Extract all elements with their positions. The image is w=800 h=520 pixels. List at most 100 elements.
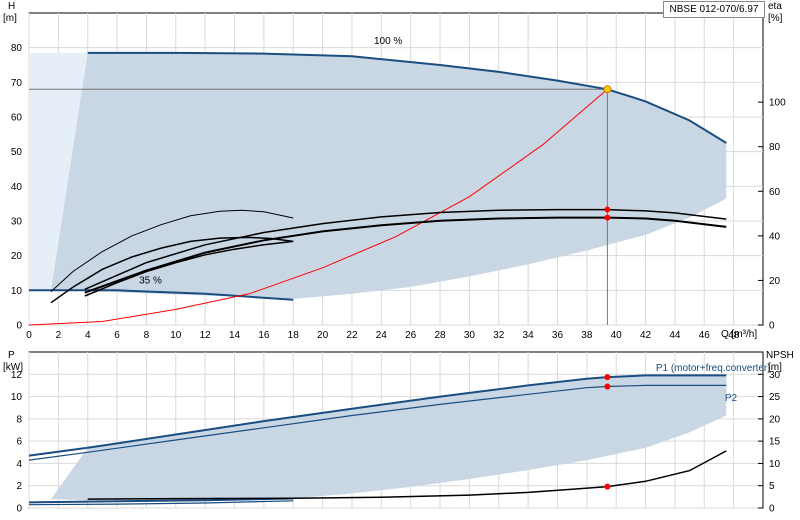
x-tick-label: 22 (346, 330, 358, 341)
top-left-axis-unit: [m] (3, 13, 17, 24)
top-chart-tick-labels: 0 2 4 6 8 10 12 14 16 18 20 22 24 26 28 30 32 34 36 38 40 42 4… (11, 43, 786, 341)
x-tick-label: 16 (258, 330, 270, 341)
series-eta-35-b (50, 236, 294, 304)
left-tick-label: 60 (11, 113, 23, 124)
x-tick-label: 10 (170, 330, 182, 341)
bottom-right-axis-name: NPSH (766, 350, 794, 361)
left-tick-label: 50 (11, 147, 23, 158)
x-tick-label: 30 (464, 330, 476, 341)
right-tick-label: 20 (769, 414, 781, 425)
left-tick-label: 0 (16, 504, 22, 515)
bottom-left-axis-name: P (8, 350, 15, 361)
x-tick-label: 46 (699, 330, 711, 341)
bottom-chart-operating-area (51, 375, 727, 501)
left-tick-label: 20 (11, 251, 23, 262)
series-label: P2 (725, 393, 738, 404)
right-tick-label: 25 (769, 392, 781, 403)
series-p-min-low2 (28, 500, 294, 506)
x-tick-label: 24 (376, 330, 388, 341)
x-tick-label: 0 (26, 330, 32, 341)
right-tick-label: 80 (769, 142, 781, 153)
x-tick-label: 20 (317, 330, 329, 341)
left-tick-label: 12 (11, 370, 23, 381)
left-tick-label: 40 (11, 182, 23, 193)
x-tick-label: 42 (640, 330, 652, 341)
bottom-right-axis-unit: [m] (768, 362, 782, 373)
series-p-min-low (28, 497, 294, 504)
operating-area-band (51, 52, 727, 299)
bottom-chart-curves: P1 (motor+freq.converter) P2 (28, 363, 771, 506)
top-left-axis-name: H (8, 1, 15, 12)
series-head-min (29, 289, 294, 301)
right-tick-label: 15 (769, 437, 781, 448)
right-tick-label: 20 (769, 276, 781, 287)
duty-marker (604, 374, 611, 381)
x-axis-label: Q [m³/h] (721, 329, 757, 340)
x-tick-label: 26 (405, 330, 417, 341)
top-chart-operating-area (29, 52, 727, 299)
x-tick-label: 36 (552, 330, 564, 341)
operating-area-band (29, 52, 88, 291)
series-eta-100-a (84, 208, 727, 290)
series-npsh (87, 450, 727, 500)
bottom-left-axis-unit: [kW] (3, 362, 23, 373)
left-tick-label: 2 (16, 481, 22, 492)
duty-marker (604, 206, 611, 213)
left-tick-label: 0 (16, 321, 22, 332)
series-p2 (87, 384, 727, 453)
left-tick-label: 30 (11, 217, 23, 228)
right-tick-label: 10 (769, 459, 781, 470)
bottom-chart-tick-labels: 0 2 4 6 8 10 12 0 5 10 15 20 25 30 (11, 370, 781, 515)
x-tick-label: 38 (581, 330, 593, 341)
left-tick-label: 80 (11, 43, 23, 54)
right-tick-label: 30 (769, 370, 781, 381)
x-tick-label: 8 (144, 330, 150, 341)
left-tick-label: 10 (11, 286, 23, 297)
x-tick-label: 40 (611, 330, 623, 341)
x-tick-label: 14 (229, 330, 241, 341)
duty-marker (604, 483, 611, 490)
x-tick-label: 4 (85, 330, 91, 341)
power-npsh-chart: P1 (motor+freq.converter) P2 0 2 4 6 8 10 12 0 5 1… (3, 350, 794, 515)
x-tick-label: 44 (669, 330, 681, 341)
x-tick-label: 34 (523, 330, 535, 341)
model-label: NBSE 012-070/6.97 (663, 1, 765, 18)
series-p1 (87, 374, 727, 449)
right-tick-label: 40 (769, 231, 781, 242)
x-tick-label: 28 (434, 330, 446, 341)
right-tick-label: 0 (769, 504, 775, 515)
operating-point (603, 85, 612, 94)
operating-area-band (51, 375, 727, 501)
x-tick-label: 2 (56, 330, 62, 341)
top-chart-curves: 100 % 35 % (28, 36, 727, 326)
series-system (28, 88, 608, 326)
left-tick-label: 8 (16, 414, 22, 425)
right-tick-label: 60 (769, 187, 781, 198)
curve-annotation: 35 % (139, 275, 162, 286)
left-tick-label: 10 (11, 392, 23, 403)
series-eta-35-a (50, 209, 294, 292)
series-eta-35-c (84, 240, 294, 297)
x-tick-label: 32 (493, 330, 505, 341)
series-eta-100-b (84, 216, 727, 294)
series-p1-min (28, 446, 88, 457)
series-label: P1 (motor+freq.converter) (656, 363, 771, 374)
curve-annotation: 100 % (374, 36, 402, 47)
series-head-max (87, 51, 727, 144)
duty-marker (604, 383, 611, 390)
left-tick-label: 70 (11, 78, 23, 89)
right-tick-label: 0 (769, 321, 775, 332)
left-tick-label: 4 (16, 459, 22, 470)
series-p2-min (28, 451, 88, 461)
x-tick-label: 48 (728, 330, 740, 341)
top-right-axis-unit: [%] (768, 13, 783, 24)
top-right-axis-name: eta (768, 1, 782, 12)
right-tick-label: 100 (769, 98, 786, 109)
x-tick-label: 18 (288, 330, 300, 341)
right-tick-label: 5 (769, 481, 775, 492)
x-tick-label: 6 (114, 330, 120, 341)
left-tick-label: 6 (16, 437, 22, 448)
duty-marker (604, 214, 611, 221)
head-efficiency-chart: 100 %35 % 0 2 4 6 8 10 12 14 16 18 20 22 24 26 28 30 32 3… (3, 1, 786, 341)
